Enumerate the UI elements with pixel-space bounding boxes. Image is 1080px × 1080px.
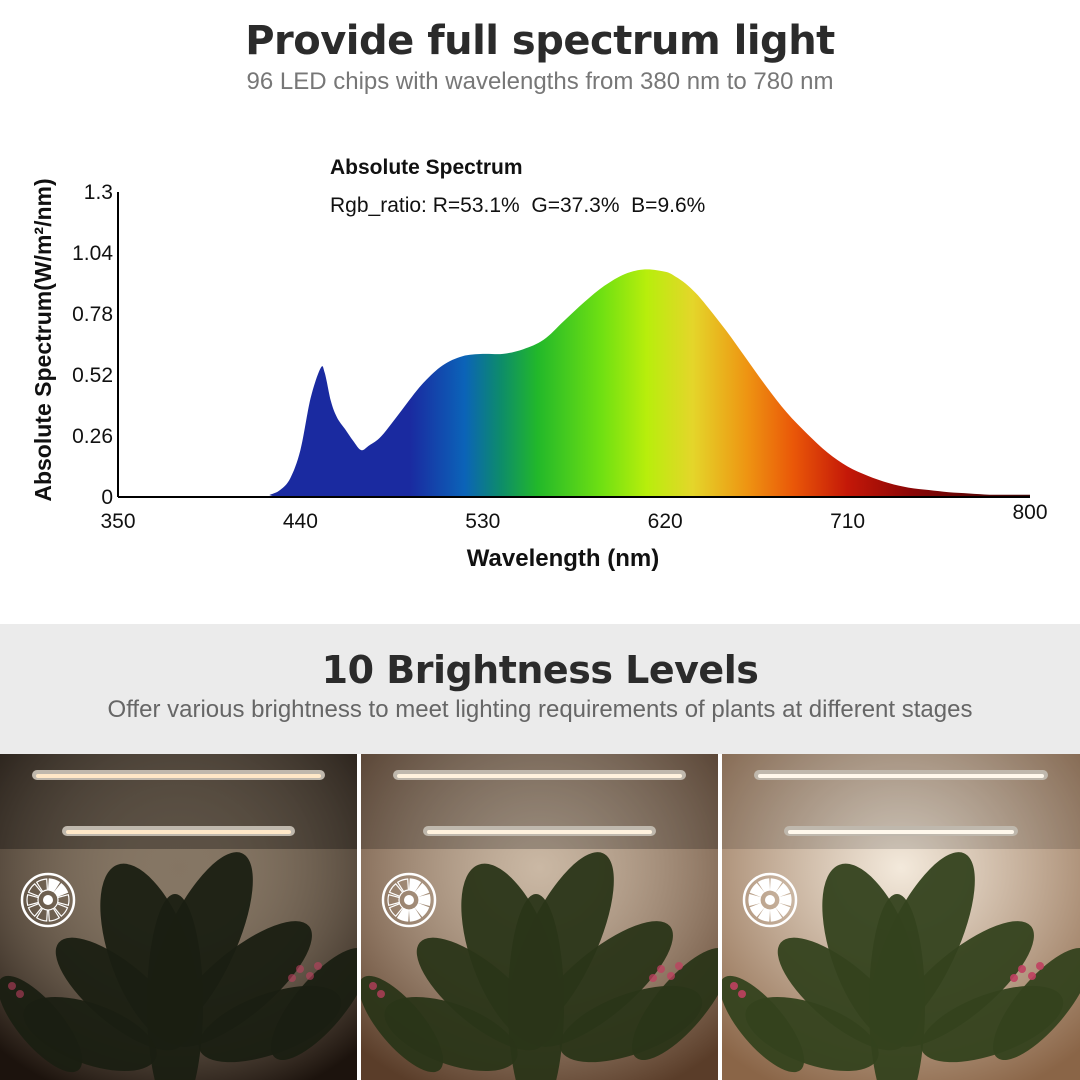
plant-silhouette <box>0 852 357 1080</box>
x-tick-label: 800 <box>1012 501 1047 524</box>
brightness-photos <box>0 754 1080 1080</box>
brightness-title: 10 Brightness Levels <box>321 648 759 692</box>
page-title: Provide full spectrum light <box>245 18 835 64</box>
photo-low <box>0 754 357 1080</box>
chart-title: Absolute Spectrum <box>330 156 523 179</box>
chart-subtitle: Rgb_ratio: R=53.1% G=37.3% B=9.6% <box>330 194 705 217</box>
plant-silhouette <box>722 852 1080 1080</box>
y-tick-label: 1.04 <box>72 242 113 265</box>
brightness-dial-icon <box>20 872 76 928</box>
y-tick-label: 0 <box>101 486 113 509</box>
spectrum-chart: Absolute Spectrum Rgb_ratio: R=53.1% G=3… <box>30 156 1048 572</box>
flowers <box>730 962 1044 998</box>
page-subtitle: 96 LED chips with wavelengths from 380 n… <box>246 68 834 95</box>
flowers <box>8 962 322 998</box>
y-tick-label: 0.78 <box>72 303 113 326</box>
y-tick-label: 1.3 <box>84 181 113 204</box>
spectrum-area <box>118 269 1030 497</box>
led-bar-light <box>758 774 1044 778</box>
photo-medium <box>361 754 718 1080</box>
plant-silhouette <box>361 852 718 1080</box>
y-axis-label: Absolute Spectrum(W/m²/nm) <box>30 178 56 501</box>
brightness-band: 10 Brightness Levels Offer various brigh… <box>0 624 1080 754</box>
x-tick-label: 620 <box>648 510 683 533</box>
photo-high <box>722 754 1080 1080</box>
x-tick-label: 530 <box>465 510 500 533</box>
led-bar-light <box>66 830 291 834</box>
y-tick-label: 0.52 <box>72 364 113 387</box>
x-tick-label: 350 <box>100 510 135 533</box>
led-bar-light <box>427 830 652 834</box>
x-tick-label: 440 <box>283 510 318 533</box>
y-tick-label: 0.26 <box>72 425 113 448</box>
flowers <box>369 962 683 998</box>
brightness-dial-icon <box>381 872 437 928</box>
led-bar-light <box>36 774 321 778</box>
brightness-subtitle: Offer various brightness to meet lightin… <box>107 696 973 723</box>
x-axis-label: Wavelength (nm) <box>467 545 659 572</box>
led-bar-light <box>788 830 1014 834</box>
led-bar-light <box>397 774 682 778</box>
brightness-dial-icon <box>742 872 798 928</box>
x-tick-label: 710 <box>830 510 865 533</box>
